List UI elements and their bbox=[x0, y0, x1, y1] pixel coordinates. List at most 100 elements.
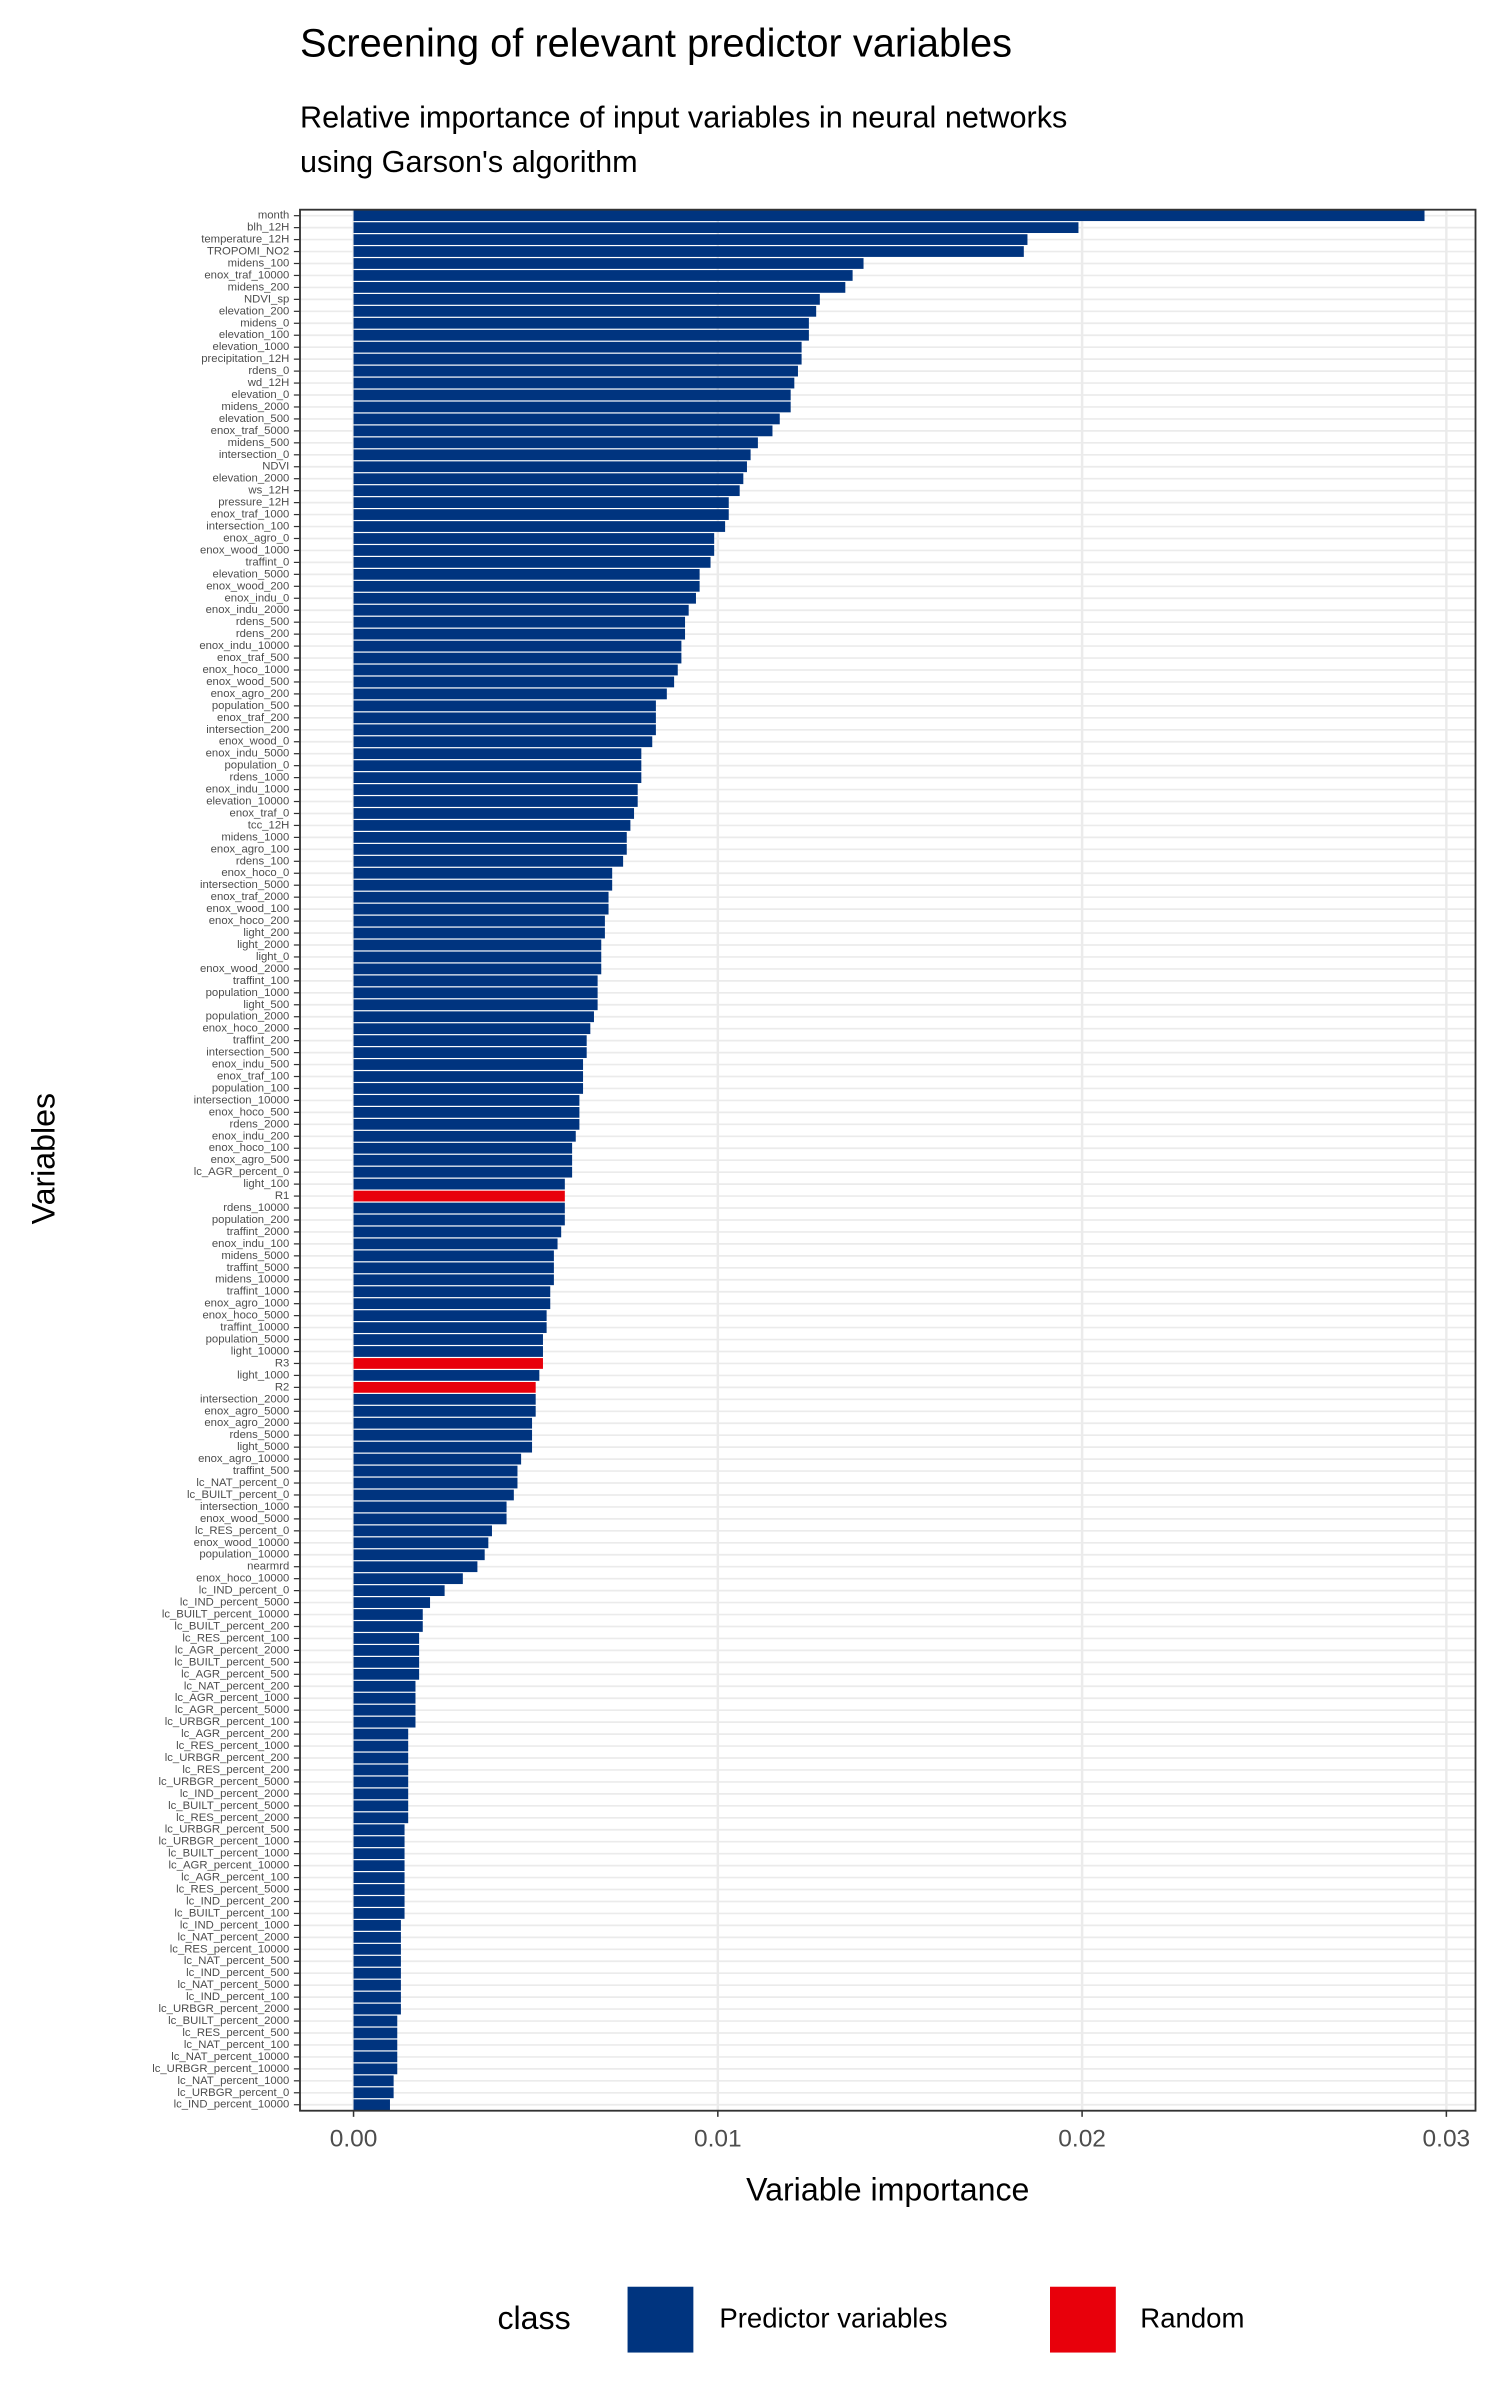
bar bbox=[353, 748, 642, 760]
bar bbox=[353, 1190, 565, 1202]
y-tick-label: lc_IND_percent_2000 bbox=[180, 1788, 289, 1800]
bar bbox=[353, 1668, 420, 1680]
bar bbox=[353, 1585, 445, 1597]
bar bbox=[353, 1238, 558, 1250]
bar bbox=[353, 1645, 420, 1656]
y-tick-label: lc_BUILT_percent_200 bbox=[174, 1620, 289, 1632]
bar bbox=[353, 1465, 518, 1477]
bar bbox=[353, 975, 598, 987]
y-tick-label: population_2000 bbox=[206, 1011, 290, 1023]
bar bbox=[353, 855, 624, 867]
bar bbox=[353, 1955, 401, 1967]
bar bbox=[353, 1848, 405, 1860]
y-tick-label: lc_RES_percent_10000 bbox=[170, 1943, 289, 1955]
y-tick-label: lc_IND_percent_10000 bbox=[174, 2099, 290, 2111]
bar bbox=[353, 1872, 405, 1883]
bar bbox=[353, 1011, 594, 1023]
y-tick-label: lc_BUILT_percent_0 bbox=[187, 1489, 289, 1501]
bar bbox=[353, 772, 642, 783]
y-tick-label: lc_NAT_percent_10000 bbox=[171, 2051, 289, 2063]
y-tick-label: R3 bbox=[275, 1357, 289, 1369]
x-tick-label: 0.01 bbox=[694, 2125, 742, 2152]
y-tick-label: lc_BUILT_percent_5000 bbox=[168, 1800, 289, 1812]
bar bbox=[353, 604, 689, 616]
y-tick-label: population_5000 bbox=[206, 1334, 290, 1346]
bar bbox=[353, 461, 747, 473]
bar bbox=[353, 449, 751, 461]
y-tick-label: rdens_200 bbox=[236, 628, 289, 640]
bar bbox=[353, 341, 802, 353]
bar bbox=[353, 1860, 405, 1871]
bar bbox=[353, 1405, 536, 1417]
bar bbox=[353, 1214, 565, 1226]
y-tick-label: midens_2000 bbox=[221, 401, 289, 413]
bar bbox=[353, 1537, 489, 1549]
bar bbox=[353, 1453, 522, 1465]
y-tick-label: wd_12H bbox=[247, 377, 290, 389]
chart-subtitle: Relative importance of input variables i… bbox=[300, 100, 1067, 134]
y-tick-label: elevation_10000 bbox=[206, 796, 289, 808]
bar bbox=[353, 222, 1079, 234]
y-tick-label: lc_IND_percent_500 bbox=[186, 1967, 289, 1979]
bar bbox=[353, 1106, 580, 1118]
y-tick-label: lc_RES_percent_500 bbox=[182, 2027, 289, 2039]
bar bbox=[353, 592, 696, 604]
y-tick-label: NDVI bbox=[262, 461, 289, 473]
y-tick-label: light_10000 bbox=[231, 1345, 290, 1357]
bar bbox=[353, 2051, 398, 2063]
bar bbox=[353, 2003, 401, 2015]
y-tick-label: population_500 bbox=[212, 700, 289, 712]
y-tick-label: lc_AGR_percent_2000 bbox=[175, 1644, 289, 1656]
x-tick-label: 0.02 bbox=[1058, 2125, 1106, 2152]
y-tick-label: enox_traf_500 bbox=[217, 652, 289, 664]
y-tick-label: enox_agro_500 bbox=[211, 1154, 290, 1166]
bar bbox=[353, 353, 802, 365]
bar bbox=[353, 616, 686, 628]
bar bbox=[353, 927, 605, 939]
bar bbox=[353, 1967, 401, 1979]
bar bbox=[353, 1393, 536, 1405]
y-tick-label: intersection_2000 bbox=[200, 1393, 289, 1405]
y-tick-label: enox_traf_100 bbox=[217, 1070, 289, 1082]
bar bbox=[353, 1310, 547, 1322]
bar bbox=[353, 1441, 533, 1453]
y-tick-label: enox_traf_1000 bbox=[211, 509, 290, 521]
bar bbox=[353, 1621, 423, 1632]
y-tick-label: rdens_1000 bbox=[230, 772, 290, 784]
y-tick-label: elevation_200 bbox=[219, 305, 289, 317]
y-tick-label: lc_NAT_percent_0 bbox=[196, 1477, 289, 1489]
y-tick-label: lc_AGR_percent_5000 bbox=[175, 1704, 289, 1716]
bar bbox=[353, 329, 809, 341]
y-tick-label: lc_RES_percent_2000 bbox=[176, 1812, 289, 1824]
bar bbox=[353, 1154, 573, 1166]
bar bbox=[353, 2063, 398, 2075]
bar bbox=[353, 365, 798, 377]
legend-key bbox=[1050, 2286, 1116, 2353]
bar bbox=[353, 1166, 573, 1178]
y-tick-label: enox_agro_1000 bbox=[204, 1298, 289, 1310]
bar bbox=[353, 1047, 587, 1058]
y-tick-label: enox_agro_0 bbox=[223, 532, 289, 544]
y-tick-label: rdens_5000 bbox=[230, 1429, 290, 1441]
y-tick-label: traffint_2000 bbox=[227, 1226, 290, 1238]
bar bbox=[353, 557, 711, 568]
y-tick-label: temperature_12H bbox=[201, 234, 289, 246]
y-tick-label: population_10000 bbox=[199, 1549, 289, 1561]
y-tick-label: enox_hoco_500 bbox=[209, 1106, 290, 1118]
y-tick-label: enox_wood_2000 bbox=[200, 963, 289, 975]
y-tick-label: lc_AGR_percent_200 bbox=[181, 1728, 289, 1740]
y-tick-label: enox_wood_200 bbox=[206, 580, 289, 592]
y-tick-label: enox_agro_2000 bbox=[204, 1417, 289, 1429]
bar bbox=[353, 1836, 405, 1848]
y-tick-label: enox_traf_200 bbox=[217, 712, 289, 724]
bar bbox=[353, 210, 1425, 222]
bar bbox=[353, 246, 1024, 257]
y-tick-label: precipitation_12H bbox=[201, 353, 289, 365]
bar bbox=[353, 437, 758, 449]
y-tick-label: enox_traf_10000 bbox=[204, 269, 289, 281]
bar bbox=[353, 903, 609, 915]
y-axis-title: Variables bbox=[25, 1093, 61, 1225]
y-tick-label: elevation_100 bbox=[219, 329, 289, 341]
y-tick-label: lc_URBGR_percent_200 bbox=[165, 1752, 290, 1764]
bar bbox=[353, 1597, 431, 1608]
